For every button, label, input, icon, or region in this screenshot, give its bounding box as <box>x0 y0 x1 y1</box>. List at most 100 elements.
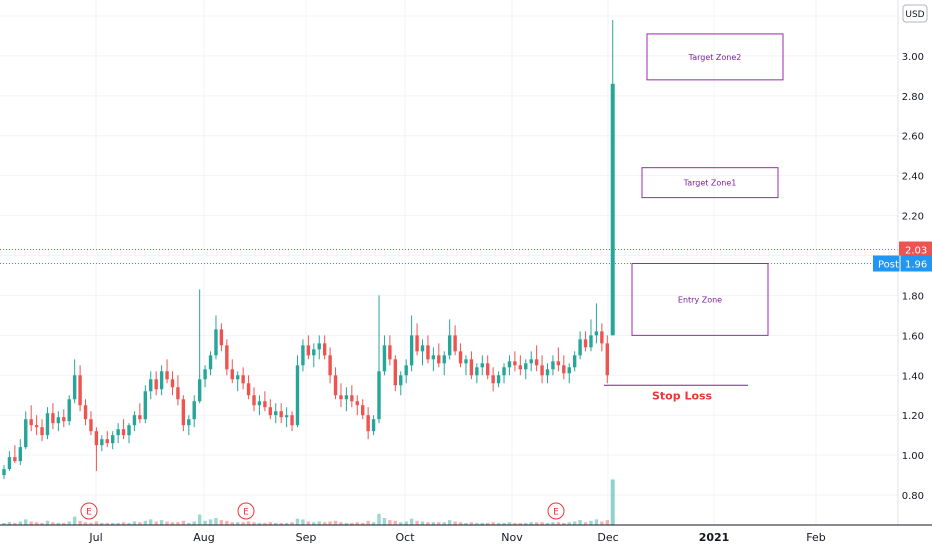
time-tick-label[interactable]: Nov <box>501 531 523 544</box>
candle-body <box>246 383 251 396</box>
annotations[interactable]: Target Zone2 Target Zone1 Entry Zone Stop L… <box>604 33 784 402</box>
volume-bar <box>45 520 50 525</box>
candle-body <box>40 427 44 436</box>
candle-body <box>496 375 501 384</box>
currency-label[interactable]: USD <box>905 10 924 20</box>
price-tick-label[interactable]: 1.20 <box>902 411 924 422</box>
candle-body <box>121 429 126 436</box>
volume-bar <box>447 520 452 525</box>
volume-bar <box>502 522 506 525</box>
candle-body <box>72 375 77 400</box>
volume-bar <box>284 522 289 525</box>
price-tick-label[interactable]: 1.00 <box>902 451 924 462</box>
zone-frame[interactable] <box>646 33 784 81</box>
candle-body <box>214 329 218 356</box>
volume-bar <box>62 522 66 525</box>
price-tick-label[interactable]: 0.80 <box>902 491 924 502</box>
time-tick-label[interactable]: 2021 <box>699 531 730 544</box>
time-tick-label[interactable]: Sep <box>296 531 317 544</box>
candle-body <box>2 469 6 476</box>
time-tick-label[interactable]: Oct <box>395 531 415 544</box>
candle-body <box>344 395 349 400</box>
candle-body <box>154 379 158 390</box>
volume-bar <box>67 521 71 525</box>
candle-body <box>431 355 436 360</box>
zone-frame[interactable] <box>641 167 779 199</box>
price-tick-label[interactable]: 2.20 <box>902 212 924 223</box>
zone-box-2[interactable]: Entry Zone <box>631 262 769 336</box>
candle-body <box>409 335 414 366</box>
candle-body <box>545 369 550 376</box>
volume-bar <box>312 522 316 525</box>
volume-bar <box>2 522 6 525</box>
volume-bar <box>279 522 283 525</box>
candle-body <box>230 369 234 380</box>
earnings-marker-circle[interactable] <box>80 502 98 520</box>
earnings-marker[interactable]: E <box>547 502 565 520</box>
candle-body <box>56 417 61 424</box>
candle-body <box>366 415 370 432</box>
time-tick-label[interactable]: Aug <box>193 531 214 544</box>
volume-bar <box>241 522 245 525</box>
candle-body <box>350 395 354 402</box>
volume-bar <box>51 522 55 525</box>
candle-body <box>377 371 381 420</box>
earnings-marker[interactable]: E <box>80 502 98 520</box>
time-tick-label[interactable]: Jul <box>88 531 102 544</box>
price-tick-label[interactable]: 1.80 <box>902 291 924 302</box>
volume-bar <box>507 522 512 525</box>
currency-button-frame[interactable] <box>902 4 928 23</box>
volume-bar <box>121 522 126 525</box>
candle-body <box>203 369 207 380</box>
volume-bar <box>464 522 468 525</box>
candle-body <box>426 345 430 360</box>
price-tick-label[interactable]: 2.40 <box>902 172 924 183</box>
volume-bar <box>208 519 213 525</box>
price-tick-label[interactable]: 2.80 <box>902 92 924 103</box>
price-tick-label[interactable]: 3.00 <box>902 52 924 63</box>
candle-body <box>306 345 311 356</box>
earnings-marker-letter: E <box>553 508 559 518</box>
volume-bar <box>246 521 251 525</box>
zone-frame[interactable] <box>631 262 769 336</box>
volume-bar <box>154 521 158 525</box>
candle-body <box>176 387 180 400</box>
volume-bar <box>105 522 109 525</box>
volume-bar <box>518 522 523 525</box>
earnings-marker-circle[interactable] <box>547 502 565 520</box>
volume-bar <box>409 518 414 525</box>
candle-body <box>236 375 240 380</box>
volume-bar <box>458 522 463 525</box>
currency-button[interactable]: USD <box>902 4 928 23</box>
candle-body <box>437 355 441 364</box>
volume-bars <box>2 479 615 525</box>
candle-body <box>116 429 120 436</box>
earnings-marker-circle[interactable] <box>237 502 255 520</box>
zone-box-1[interactable]: Target Zone1 <box>641 167 779 199</box>
candle-body <box>605 343 609 376</box>
volume-bar <box>328 521 332 525</box>
price-tick-label[interactable]: 2.60 <box>902 132 924 143</box>
volume-bar <box>545 522 550 525</box>
time-tick-label[interactable]: Feb <box>806 531 825 544</box>
price-tick-label[interactable]: 1.40 <box>902 371 924 382</box>
candle-body <box>567 367 571 374</box>
price-tick-label[interactable]: 1.60 <box>902 331 924 342</box>
volume-bar <box>149 519 153 525</box>
time-scale[interactable]: Jul Aug Sep Oct Nov Dec 2021 Feb <box>88 531 825 544</box>
earnings-marker[interactable]: E <box>237 502 255 520</box>
earnings-marker-letter: E <box>243 508 249 518</box>
time-tick-label[interactable]: Dec <box>597 531 618 544</box>
volume-bar <box>127 522 131 525</box>
candle-body <box>415 335 419 352</box>
candle-body <box>197 379 202 402</box>
zone-box-0[interactable]: Target Zone2 <box>646 33 784 81</box>
candle-body <box>583 339 588 348</box>
candle-body <box>447 335 452 356</box>
volume-bar <box>56 522 61 525</box>
volume-bar <box>257 522 262 525</box>
